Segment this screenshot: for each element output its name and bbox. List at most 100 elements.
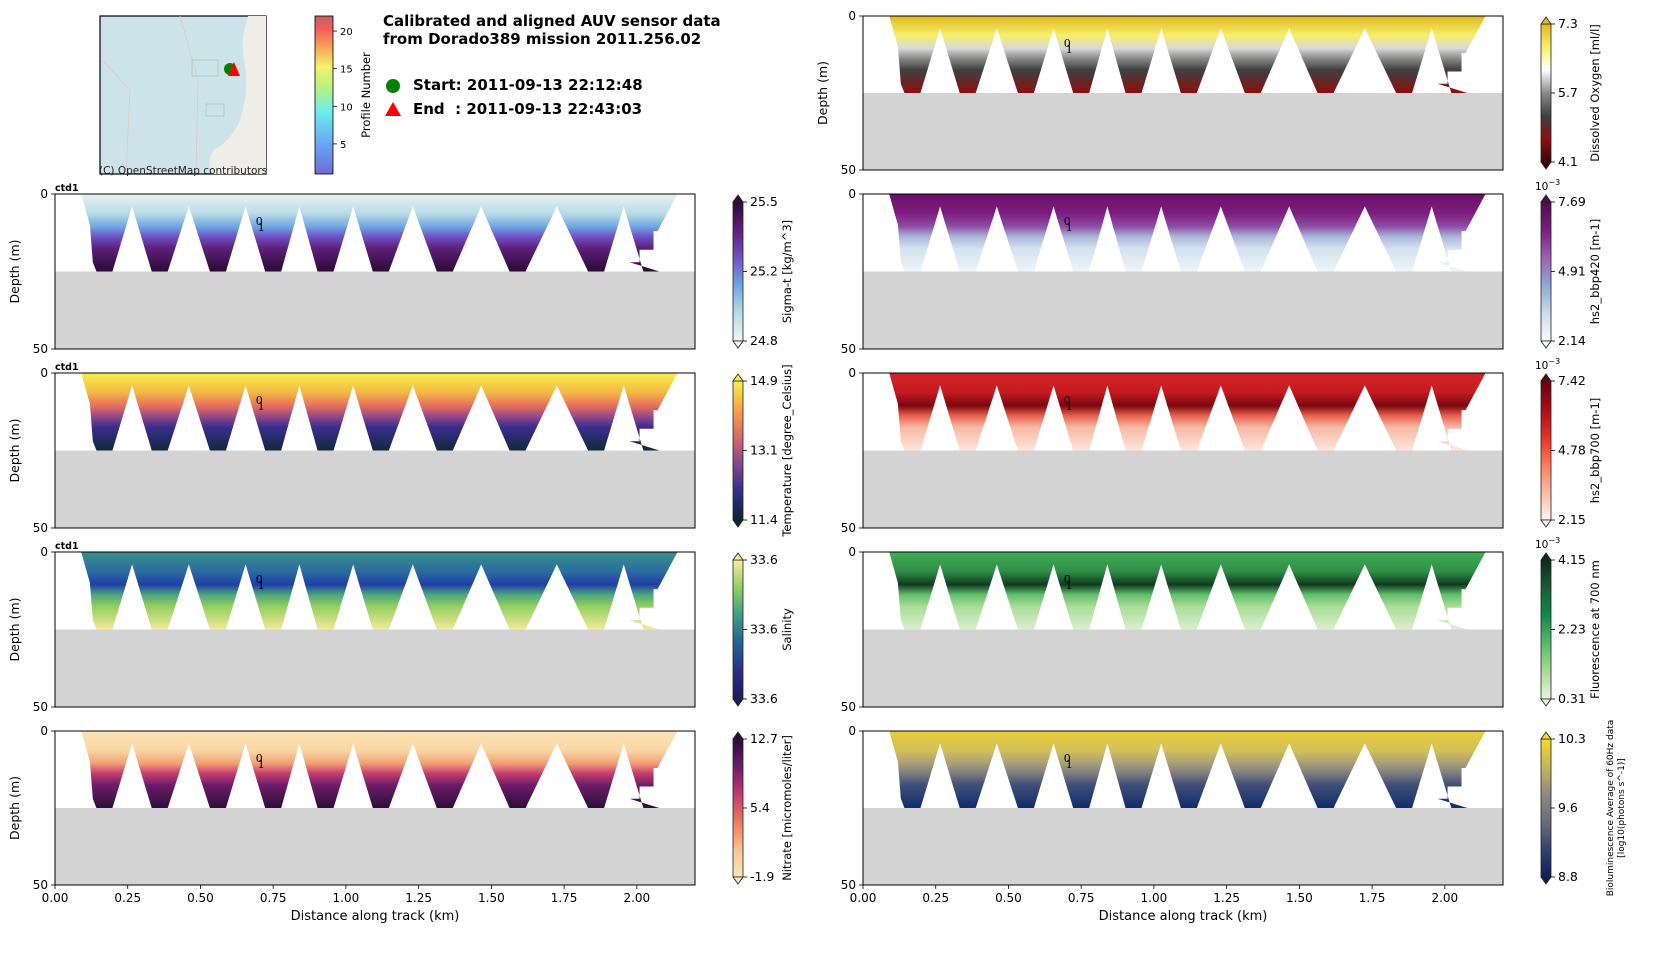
x-axis-label: Distance along track (km) — [1099, 909, 1268, 924]
y-axis-label: Depth (m) — [7, 776, 22, 840]
colorbar-bbp700 — [1540, 380, 1552, 521]
axes-frame — [862, 372, 1504, 529]
colorbar-exponent: 10−3 — [1535, 357, 1560, 372]
colorbar-tick-label: 7.69 — [1558, 194, 1586, 209]
axes-frame — [862, 15, 1504, 171]
seafloor-area — [55, 271, 695, 349]
colorbar-tick-label: 11.4 — [750, 512, 778, 527]
profile-annotation: 0 — [1064, 573, 1071, 586]
end-triangle-icon — [385, 102, 401, 116]
colorbar-exponent: 10−3 — [1535, 536, 1560, 551]
colorbar-extend-min — [1540, 876, 1552, 885]
colorbar-sigma_t — [732, 201, 744, 342]
colorbar-label: Sigma-t [kg/m^3] — [780, 220, 794, 323]
colorbar-extend-max — [732, 373, 744, 382]
profile-annotation: 0 — [256, 752, 263, 765]
colorbar-tick-label: 24.8 — [750, 333, 778, 348]
x-tick-label: 2.00 — [1431, 891, 1458, 905]
profile-colorbar-label: Profile Number — [359, 52, 373, 138]
map-attribution: (C) OpenStreetMap contributors — [99, 165, 267, 177]
colorbar-extend-min — [732, 698, 744, 707]
colorbar-extend-max — [1540, 552, 1552, 561]
colorbar-tick-label: 2.15 — [1558, 512, 1586, 527]
y-tick-label: 0 — [848, 187, 856, 201]
colorbar-tick-label: 33.6 — [750, 691, 778, 706]
y-tick-label: 50 — [33, 521, 48, 535]
colorbar-extend-min — [1540, 161, 1552, 170]
end-legend-label: End : 2011-09-13 22:43:03 — [413, 100, 643, 118]
profile-colorbar: 5 10 15 20 Profile Number — [314, 15, 373, 175]
y-tick-label: 50 — [33, 878, 48, 892]
colorbar-label-line2: [log10(photons s^-1)] — [1617, 758, 1627, 858]
colorbar-tick-label: 10.3 — [1558, 731, 1586, 746]
profile-annotation: 0 — [256, 215, 263, 228]
x-tick-label: 0.50 — [995, 891, 1022, 905]
colorbar-extend-max — [732, 552, 744, 561]
x-tick-label: 1.25 — [405, 891, 432, 905]
y-tick-label: 50 — [841, 163, 856, 177]
colorbar-extend-max — [1540, 731, 1552, 740]
x-tick-label: 0.50 — [187, 891, 214, 905]
seafloor-area — [863, 629, 1503, 707]
axes-frame — [862, 551, 1504, 708]
y-tick-label: 0 — [848, 724, 856, 738]
profile-annotation: 1 — [1066, 758, 1073, 771]
profile-annotation: 1 — [258, 579, 265, 592]
x-axis-label: Distance along track (km) — [291, 909, 460, 924]
x-tick-label: 0.75 — [260, 891, 287, 905]
profile-annotation: 0 — [256, 394, 263, 407]
profile-colorbar-tick-label: 5 — [340, 140, 346, 151]
end-marker — [228, 62, 240, 76]
y-tick-label: 0 — [848, 545, 856, 559]
colorbar-extend-min — [732, 340, 744, 349]
colorbar-tick-label: 4.78 — [1558, 443, 1586, 458]
axes-frame — [54, 372, 696, 529]
profile-annotation: 0 — [1064, 215, 1071, 228]
axes-frame — [54, 730, 696, 886]
y-tick-label: 0 — [40, 366, 48, 380]
profile-colorbar-gradient — [314, 15, 334, 175]
colorbar-fluorescence — [1540, 559, 1552, 700]
colorbar-extend-max — [1540, 373, 1552, 382]
map-boundary — [101, 59, 131, 175]
start-legend-label: Start: 2011-09-13 22:12:48 — [413, 76, 643, 94]
colorbar-tick-label: 7.42 — [1558, 373, 1586, 388]
colorbar-extend-max — [732, 731, 744, 740]
colorbar-label: Dissolved Oxygen [ml/l] — [1588, 24, 1602, 162]
x-tick-label: 1.25 — [1213, 891, 1240, 905]
x-tick-label: 1.50 — [478, 891, 505, 905]
colorbar-salinity — [732, 559, 744, 700]
colorbar-tick-label: 14.9 — [750, 373, 778, 388]
panel-tag: ctd1 — [55, 183, 79, 194]
profile-annotation: 0 — [1064, 394, 1071, 407]
y-tick-label: 0 — [40, 545, 48, 559]
colorbar-tick-label: 7.3 — [1558, 16, 1578, 31]
x-tick-label: 1.00 — [1141, 891, 1168, 905]
y-tick-label: 0 — [848, 366, 856, 380]
y-axis-label: Depth (m) — [7, 240, 22, 304]
profile-annotation: 0 — [256, 573, 263, 586]
end-legend: End : 2011-09-13 22:43:03 — [383, 100, 642, 118]
y-tick-label: 0 — [848, 9, 856, 23]
colorbar-exponent: 10−3 — [1535, 178, 1560, 193]
colorbar-label: hs2_bbp700 [m-1] — [1588, 398, 1602, 504]
colorbar-tick-label: 33.6 — [750, 552, 778, 567]
panel-tag: ctd1 — [55, 362, 79, 373]
colorbar-extend-max — [1540, 16, 1552, 25]
profile-colorbar-tick-label: 10 — [340, 102, 353, 113]
data-section-nitrate — [81, 731, 678, 808]
seafloor-area — [55, 629, 695, 707]
colorbar-tick-label: 2.23 — [1558, 622, 1586, 637]
start-legend: Start: 2011-09-13 22:12:48 — [383, 76, 643, 94]
colorbar-tick-label: 4.1 — [1558, 154, 1578, 169]
axes-frame — [862, 730, 1504, 886]
colorbar-label: Temperature [degree_Celsius] — [780, 364, 794, 537]
x-tick-label: 1.00 — [333, 891, 360, 905]
data-section-salinity — [81, 552, 678, 630]
profile-annotation: 1 — [258, 221, 265, 234]
panel-tag: ctd1 — [55, 541, 79, 552]
seafloor-area — [863, 93, 1503, 170]
